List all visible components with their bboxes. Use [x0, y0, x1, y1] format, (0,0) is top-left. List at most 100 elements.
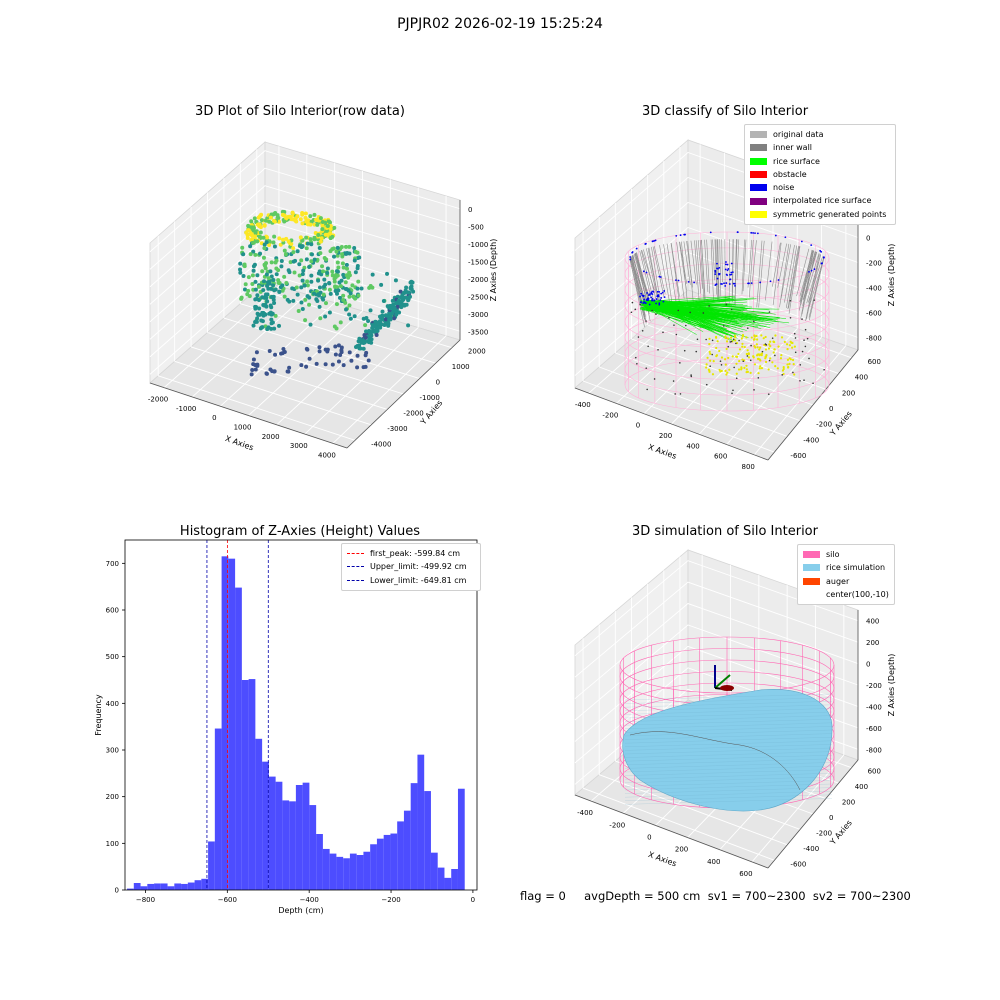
- data-point: [406, 297, 411, 302]
- symmetric-point: [772, 340, 775, 343]
- y-tick-label: 0: [436, 379, 440, 387]
- inner-wall-line: [772, 242, 781, 287]
- data-point: [269, 321, 274, 326]
- data-point: [298, 217, 303, 222]
- histogram-bar: [255, 738, 263, 890]
- noise-point: [714, 284, 717, 286]
- symmetric-point: [789, 340, 792, 343]
- original-point: [750, 344, 752, 347]
- surface-mesh-line: [624, 762, 833, 769]
- symmetric-point: [762, 337, 765, 340]
- data-point: [367, 330, 372, 335]
- original-point: [637, 336, 640, 338]
- status-line: flag = 0 avgDepth = 500 cm sv1 = 700~230…: [520, 889, 911, 903]
- histogram-bar: [133, 883, 141, 890]
- data-point: [268, 269, 273, 274]
- data-point: [297, 262, 302, 267]
- inner-wall-line: [808, 258, 825, 321]
- inner-wall-line: [641, 250, 655, 291]
- symmetric-point: [715, 355, 718, 358]
- data-point: [305, 283, 310, 288]
- inner-wall-line: [802, 251, 817, 306]
- histogram-bar: [262, 761, 269, 890]
- rice-surface-line: [649, 297, 730, 304]
- legend-swatch: [803, 551, 820, 559]
- data-point: [336, 288, 341, 293]
- inner-wall-line: [731, 239, 734, 301]
- data-point: [267, 349, 272, 354]
- surface-mesh-line: [624, 719, 833, 726]
- data-point: [379, 282, 384, 287]
- histogram-bar: [248, 679, 256, 890]
- noise-point: [729, 278, 732, 281]
- data-point: [255, 273, 260, 278]
- rice-surface-line: [647, 306, 738, 336]
- data-point: [314, 217, 319, 222]
- histogram-bar: [410, 783, 418, 890]
- data-point: [290, 210, 295, 215]
- original-point: [657, 348, 659, 351]
- z-axis-label: Z Axies (Depth): [887, 654, 896, 717]
- symmetric-point: [757, 372, 760, 375]
- symmetric-point: [740, 367, 743, 370]
- data-point: [259, 218, 264, 223]
- z-tick-label: -2500: [468, 293, 488, 301]
- grid-line: [149, 202, 461, 305]
- noise-point: [657, 294, 660, 296]
- histogram-bar: [181, 883, 188, 890]
- histogram-bar: [376, 838, 384, 890]
- histogram-bar: [295, 785, 303, 890]
- original-point: [655, 313, 657, 315]
- data-point: [318, 316, 323, 321]
- data-point: [334, 302, 339, 307]
- data-point: [340, 261, 345, 266]
- original-point: [761, 350, 764, 353]
- data-point: [265, 299, 270, 304]
- original-point: [757, 377, 760, 379]
- data-point: [284, 280, 289, 285]
- symmetric-point: [788, 362, 791, 365]
- original-point: [732, 338, 735, 341]
- data-point: [358, 346, 363, 351]
- original-point: [789, 299, 792, 302]
- data-point: [316, 278, 321, 283]
- histogram-bar: [235, 587, 242, 890]
- noise-point: [748, 282, 750, 285]
- histogram-bar: [208, 841, 215, 890]
- histogram-bar: [349, 853, 357, 890]
- data-point: [262, 246, 267, 251]
- x-tick-label: 600: [739, 870, 752, 878]
- original-point: [753, 320, 755, 323]
- y-tick-label: -200: [816, 829, 832, 837]
- y-tick-label: -600: [790, 452, 806, 460]
- data-point: [332, 279, 337, 284]
- inner-wall-line: [747, 239, 753, 288]
- inner-wall-line: [788, 246, 800, 309]
- original-point: [764, 343, 767, 345]
- data-point: [240, 245, 245, 250]
- z-tick-label: -800: [866, 746, 882, 754]
- data-point: [314, 361, 319, 366]
- noise-point: [640, 292, 643, 295]
- data-point: [336, 265, 341, 270]
- data-point: [285, 297, 290, 302]
- noise-point: [635, 247, 638, 250]
- data-point: [300, 272, 305, 277]
- rice-surface-line: [644, 305, 735, 338]
- surface-mesh-line: [624, 773, 833, 780]
- legend-item-silo: silo: [803, 548, 889, 561]
- data-point: [320, 227, 325, 232]
- histogram-bar: [397, 821, 404, 890]
- surface-mesh-line: [624, 737, 833, 744]
- data-point: [246, 288, 251, 293]
- data-point: [241, 252, 246, 257]
- data-point: [390, 298, 395, 303]
- symmetric-point: [777, 345, 780, 348]
- noise-point: [679, 234, 682, 237]
- data-point: [299, 285, 304, 290]
- data-point: [257, 297, 262, 302]
- data-point: [281, 212, 286, 217]
- symmetric-point: [779, 357, 783, 360]
- data-point: [327, 287, 332, 292]
- data-point: [267, 219, 272, 224]
